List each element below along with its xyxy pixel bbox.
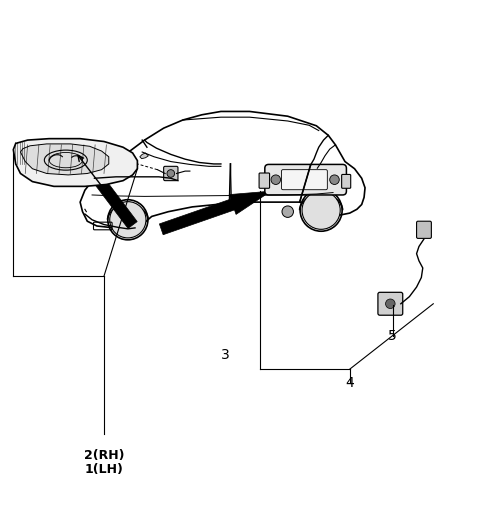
Circle shape [282, 206, 293, 217]
Polygon shape [140, 153, 148, 159]
FancyBboxPatch shape [259, 173, 270, 188]
Polygon shape [21, 144, 109, 175]
Text: 1(LH): 1(LH) [84, 463, 123, 476]
FancyBboxPatch shape [265, 164, 347, 195]
Circle shape [302, 191, 340, 229]
Text: 4: 4 [346, 376, 354, 391]
Circle shape [167, 170, 175, 177]
Circle shape [385, 299, 395, 308]
FancyBboxPatch shape [281, 170, 327, 190]
Polygon shape [13, 139, 137, 187]
FancyBboxPatch shape [378, 292, 403, 315]
Text: 2(RH): 2(RH) [84, 449, 124, 462]
Polygon shape [159, 191, 271, 235]
Text: 5: 5 [388, 329, 397, 343]
Text: 3: 3 [221, 348, 230, 362]
Polygon shape [77, 151, 137, 229]
FancyBboxPatch shape [417, 221, 432, 238]
Circle shape [330, 175, 339, 185]
Circle shape [110, 201, 146, 238]
FancyBboxPatch shape [342, 174, 351, 188]
Circle shape [271, 175, 281, 185]
FancyBboxPatch shape [164, 167, 178, 180]
